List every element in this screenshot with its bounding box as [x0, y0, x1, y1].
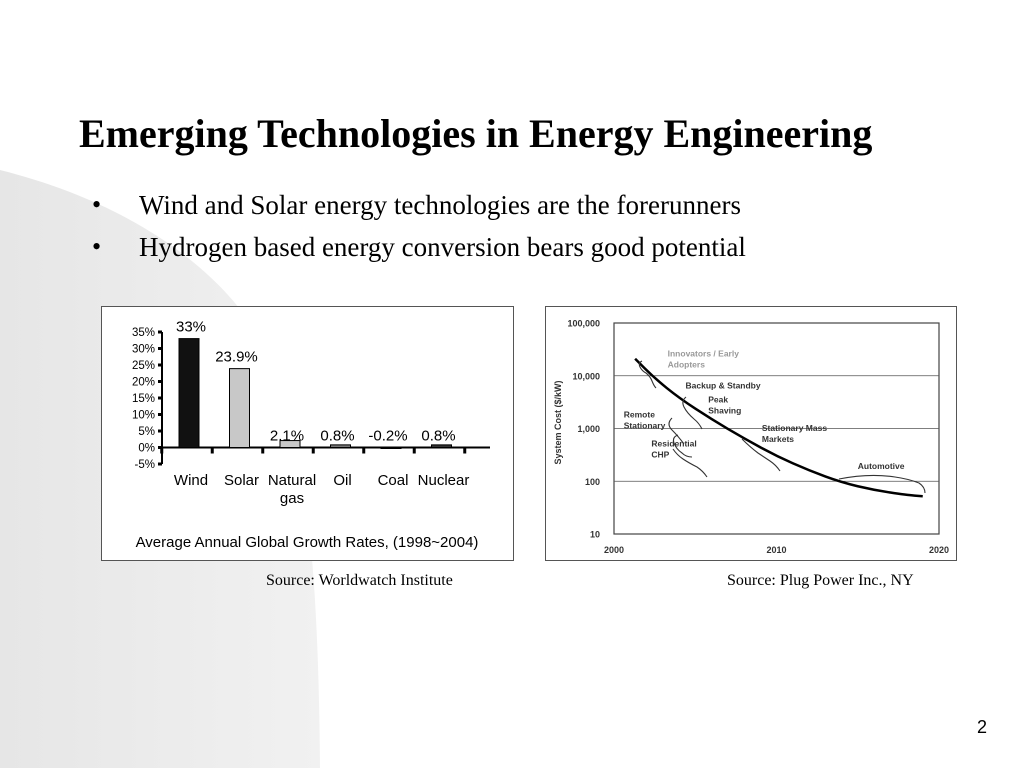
bar — [431, 444, 452, 449]
bar-value-label: 23.9% — [215, 349, 258, 366]
y-tick-label: 1,000 — [577, 424, 600, 434]
bar — [229, 368, 250, 449]
bar-value-label: 2.1% — [270, 428, 304, 445]
bracket-mark — [672, 448, 708, 478]
bullet-text: Wind and Solar energy technologies are t… — [139, 190, 741, 220]
bar — [279, 440, 301, 449]
annotation-label: Residential — [651, 438, 696, 448]
bar — [380, 447, 402, 449]
chart-title: Average Annual Global Growth Rates, (199… — [136, 534, 479, 551]
growth-rate-chart-svg: 35% 30% 25% 20% 15% 10% 5% 0% -5% 33% Wind 23.9% Sol… — [132, 319, 490, 551]
bracket-mark — [668, 417, 685, 445]
annotation-label: CHP — [651, 449, 669, 459]
bar — [178, 338, 200, 449]
y-tick-label: 10,000 — [572, 371, 600, 381]
y-tick-label: 100 — [585, 477, 600, 487]
annotation-label: Markets — [762, 434, 794, 444]
bar-value-label: 0.8% — [320, 428, 354, 445]
y-tick-label: 10% — [132, 410, 155, 422]
bracket-mark — [838, 474, 926, 494]
y-tick-label: 15% — [132, 393, 155, 405]
y-tick-label: 35% — [132, 327, 155, 339]
annotation-label: Innovators / Early — [668, 349, 740, 359]
category-label: Coal — [378, 472, 409, 489]
slide-title: Emerging Technologies in Energy Engineer… — [79, 111, 873, 156]
annotation-label: Automotive — [858, 461, 905, 471]
category-label: gas — [280, 490, 304, 507]
bullet-item: • Hydrogen based energy conversion bears… — [92, 226, 746, 268]
annotation-label: Remote — [624, 410, 655, 420]
bar-value-label: -0.2% — [368, 428, 407, 445]
y-tick-label: 10 — [590, 530, 600, 540]
bullet-item: • Wind and Solar energy technologies are… — [92, 184, 746, 226]
category-label: Solar — [224, 472, 259, 489]
x-tick-label: 2000 — [604, 545, 624, 555]
annotation-label: Backup & Standby — [686, 381, 761, 391]
bar-value-label: 0.8% — [421, 428, 455, 445]
bullet-list: • Wind and Solar energy technologies are… — [92, 184, 746, 268]
bracket-mark — [672, 434, 693, 458]
y-tick-label: 30% — [132, 344, 155, 356]
category-label: Nuclear — [418, 472, 470, 489]
x-tick-label: 2010 — [766, 545, 786, 555]
annotation-label: Stationary — [624, 421, 666, 431]
system-cost-chart: 100,000 10,000 1,000 100 10 2000 2010 2020 Syste… — [545, 306, 957, 561]
growth-rate-chart: 35% 30% 25% 20% 15% 10% 5% 0% -5% 33% Wind 23.9% Sol… — [101, 306, 514, 561]
bullet-text: Hydrogen based energy conversion bears g… — [139, 232, 746, 262]
y-tick-label: 20% — [132, 377, 155, 389]
cost-curve-line — [634, 357, 924, 498]
bar — [330, 444, 351, 449]
y-tick-label: 25% — [132, 360, 155, 372]
source-right: Source: Plug Power Inc., NY — [727, 572, 914, 589]
annotation-label: Shaving — [708, 406, 741, 416]
category-label: Wind — [174, 472, 208, 489]
page-number: 2 — [976, 717, 987, 737]
bar-value-label: 33% — [176, 319, 206, 336]
bracket-mark — [741, 438, 781, 472]
y-tick-label: 0% — [138, 443, 155, 455]
bracket-mark — [682, 396, 703, 430]
y-tick-label: 5% — [138, 426, 155, 438]
bracket-mark — [638, 360, 657, 389]
source-left: Source: Worldwatch Institute — [266, 572, 453, 589]
y-tick-label: 100,000 — [567, 319, 600, 329]
annotation-label: Stationary Mass — [762, 423, 827, 433]
bullet-icon: • — [92, 232, 102, 261]
bullet-icon: • — [92, 190, 102, 219]
y-axis-label: System Cost ($/kW) — [553, 380, 563, 464]
annotation-label: Peak — [708, 395, 728, 405]
category-label: Natural — [268, 472, 316, 489]
system-cost-chart-svg: 100,000 10,000 1,000 100 10 2000 2010 2020 Syste… — [553, 319, 949, 556]
y-tick-label: -5% — [135, 459, 155, 471]
x-tick-label: 2020 — [929, 545, 949, 555]
category-label: Oil — [333, 472, 351, 489]
annotation-label: Adopters — [668, 360, 706, 370]
